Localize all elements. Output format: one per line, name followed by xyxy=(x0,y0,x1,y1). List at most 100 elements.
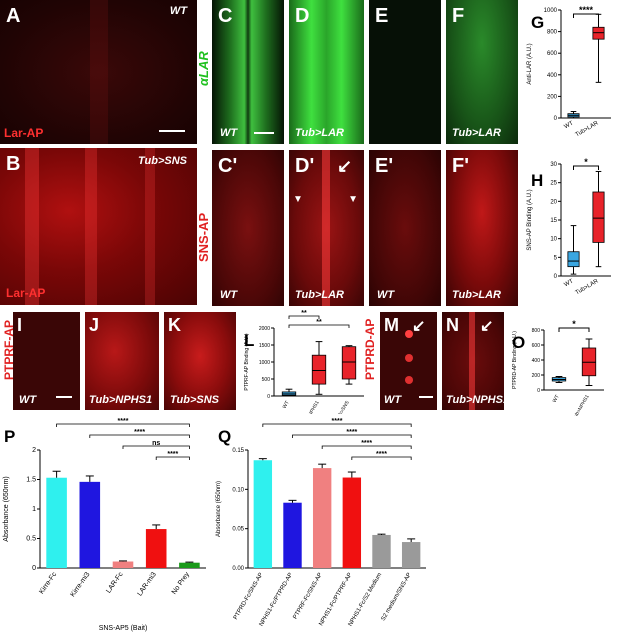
chart-q: 0.00 0.05 0.10 0.15 Absorbance (650nm) Q PTPRD… xyxy=(216,418,426,628)
x-tick-label: PTPRF-Fc/SNS-AP xyxy=(293,572,324,620)
y-tick-label: 15 xyxy=(550,218,557,224)
genotype-label: WT xyxy=(384,394,402,406)
y-axis-label: Absorbance (650nm) xyxy=(216,481,222,537)
significance-label: **** xyxy=(346,429,357,436)
panel-letter: D' xyxy=(295,155,315,177)
bar xyxy=(46,477,67,568)
y-axis-label: Absorbance (650nm) xyxy=(3,476,10,541)
panel-letter: J xyxy=(89,315,100,335)
genotype-label: WT xyxy=(377,289,395,301)
x-tick-label: Tub>LAR xyxy=(575,278,600,296)
bar xyxy=(253,460,273,568)
bar xyxy=(342,477,362,568)
x-axis-label: SNS-AP5 (Bait) xyxy=(99,625,148,632)
arrow-icon: ↙ xyxy=(480,318,494,335)
scale-bar xyxy=(419,396,433,398)
box xyxy=(592,191,605,243)
panel-letter: C' xyxy=(218,155,238,177)
chart-p: 0 0.5 1 1.5 2 Absorbance (650nm) P SNS-AP5 (Bai… xyxy=(3,418,206,632)
significance-bracket xyxy=(155,456,190,460)
x-tick-label: Kirre-mi3 xyxy=(69,571,91,598)
y-tick-label: 0.15 xyxy=(232,448,244,454)
x-tick-label: PTPRD-Fc/SNS-AP xyxy=(233,572,265,621)
y-tick-label: 0 xyxy=(267,394,270,400)
y-tick-label: 0 xyxy=(32,565,36,572)
y-tick-label: 0 xyxy=(537,388,540,394)
genotype-label: Tub>NPHS1 xyxy=(446,394,504,406)
y-tick-label: 0.00 xyxy=(232,566,244,572)
x-tick-label: No Prey xyxy=(171,571,192,596)
arrow-icon: ↙ xyxy=(337,156,353,176)
panel-letter: C xyxy=(218,5,233,27)
box xyxy=(567,251,580,268)
y-tick-label: 10 xyxy=(550,237,557,243)
y-tick-label: 1.5 xyxy=(26,477,36,484)
y-tick-label: 500 xyxy=(262,377,271,383)
y-tick-label: 0.10 xyxy=(232,487,244,493)
panel-m-micrograph: M ↙ WT xyxy=(380,312,437,410)
y-tick-label: 5 xyxy=(554,255,558,261)
x-tick-label: LAR-mi3 xyxy=(136,571,157,597)
y-tick-label: 200 xyxy=(532,373,541,379)
panel-d-micrograph: D Tub>LAR xyxy=(289,0,364,144)
x-tick-label: WT xyxy=(282,400,291,410)
significance-label: **** xyxy=(376,451,387,458)
bar xyxy=(79,481,101,568)
significance-bracket xyxy=(573,165,599,170)
genotype-label: Tub>SNS xyxy=(137,155,187,167)
panel-d-prime-micrograph: D' ↙ ▼ ▼ Tub>LAR xyxy=(289,150,364,306)
arrowhead-left-icon: ▼ xyxy=(293,194,303,205)
scale-bar xyxy=(159,130,185,132)
genotype-label: Tub>LAR xyxy=(452,289,501,301)
significance-bracket xyxy=(262,423,412,427)
panel-n-micrograph: N ↙ Tub>NPHS1 xyxy=(442,312,504,410)
panel-letter: F' xyxy=(452,155,469,177)
significance-label: * xyxy=(572,319,576,329)
panel-b-micrograph: B Tub>SNS Lar-AP xyxy=(0,148,197,305)
y-tick-label: 400 xyxy=(547,73,558,79)
significance-bracket xyxy=(288,315,320,319)
y-tick-label: 600 xyxy=(547,51,558,57)
genotype-label: Tub>LAR xyxy=(295,289,344,301)
significance-bracket xyxy=(89,434,190,438)
y-tick-label: 400 xyxy=(532,358,541,364)
panel-letter: E xyxy=(375,5,389,27)
y-tick-label: 1 xyxy=(32,506,36,513)
y-tick-label: 800 xyxy=(532,328,541,334)
panel-letter: F xyxy=(452,5,465,27)
panel-letter: P xyxy=(4,427,15,446)
stain-label: Lar-AP xyxy=(4,126,44,140)
significance-bracket xyxy=(292,434,412,438)
bar xyxy=(112,561,134,568)
panel-f-micrograph: F Tub>LAR xyxy=(446,0,518,144)
genotype-label: WT xyxy=(220,289,238,301)
bar xyxy=(179,562,200,568)
bar xyxy=(401,542,421,568)
significance-label: ** xyxy=(316,319,322,326)
genotype-label: Tub>LAR xyxy=(295,127,344,139)
significance-bracket xyxy=(558,327,590,332)
x-tick-label: Tub>NPHS1 xyxy=(572,394,591,416)
y-tick-label: 20 xyxy=(550,199,557,205)
row-label-alar: αLAR xyxy=(196,51,211,86)
panel-letter: L xyxy=(244,331,254,350)
significance-label: **** xyxy=(579,5,594,15)
panel-f-prime-micrograph: F' Tub>LAR xyxy=(446,150,518,306)
genotype-label: WT xyxy=(169,5,187,17)
y-tick-label: 800 xyxy=(547,30,558,36)
x-tick-label: NPHS1-Fc/S2 Medium xyxy=(348,572,384,628)
significance-bracket xyxy=(122,445,190,449)
significance-bracket xyxy=(288,324,350,328)
panel-letter: G xyxy=(531,13,544,32)
x-tick-label: NPHS1-Fc/PTPRF-AP xyxy=(318,572,353,627)
panel-k-micrograph: K Tub>SNS xyxy=(164,312,236,410)
genotype-label: Tub>SNS xyxy=(170,394,220,406)
significance-label: ns xyxy=(152,440,160,447)
panel-c-micrograph: C WT xyxy=(212,0,284,144)
panel-a-micrograph: A WT Lar-AP xyxy=(0,0,197,144)
panel-letter: E' xyxy=(375,155,394,177)
chart-g: 0 200 400 600 800 1000 Anti-LAR (A.U.) G WT Tub>L… xyxy=(527,5,611,138)
x-tick-label: WT xyxy=(552,394,561,404)
panel-letter: M xyxy=(384,315,399,335)
scale-bar xyxy=(254,132,274,134)
